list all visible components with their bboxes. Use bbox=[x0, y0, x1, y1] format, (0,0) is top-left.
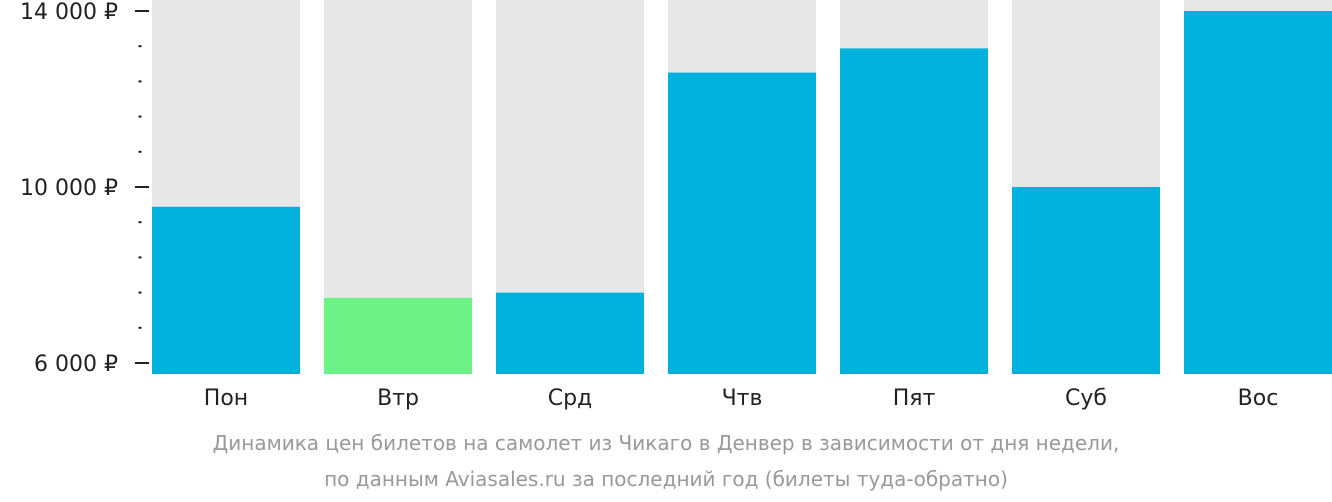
bar bbox=[496, 292, 644, 374]
x-tick-label: Вос bbox=[1238, 386, 1279, 411]
x-tick-label: Пон bbox=[204, 386, 248, 411]
x-tick-label: Срд bbox=[548, 386, 593, 411]
y-tick-label: 6 000 ₽ bbox=[34, 352, 118, 377]
y-tick-label: 14 000 ₽ bbox=[20, 0, 118, 25]
price-by-weekday-chart: Пон Втр Срд Чтв Пят Суб Вос 6 000 ₽ 10 000 ₽ 14 0… bbox=[20, 0, 1332, 411]
bar bbox=[1184, 11, 1332, 374]
bar bbox=[324, 297, 472, 374]
chart-caption-line-2: по данным Aviasales.ru за последний год … bbox=[324, 467, 1008, 491]
x-tick-label: Чтв bbox=[722, 386, 763, 411]
y-tick-label: 10 000 ₽ bbox=[20, 176, 118, 201]
chart-caption-line-1: Динамика цен билетов на самолет из Чикаг… bbox=[212, 431, 1120, 455]
bar bbox=[152, 206, 300, 374]
bar bbox=[1012, 187, 1160, 374]
bar bbox=[668, 72, 816, 374]
x-tick-label: Пят bbox=[893, 386, 936, 411]
bar bbox=[840, 48, 988, 375]
x-tick-label: Суб bbox=[1065, 386, 1107, 411]
x-tick-label: Втр bbox=[377, 386, 419, 411]
